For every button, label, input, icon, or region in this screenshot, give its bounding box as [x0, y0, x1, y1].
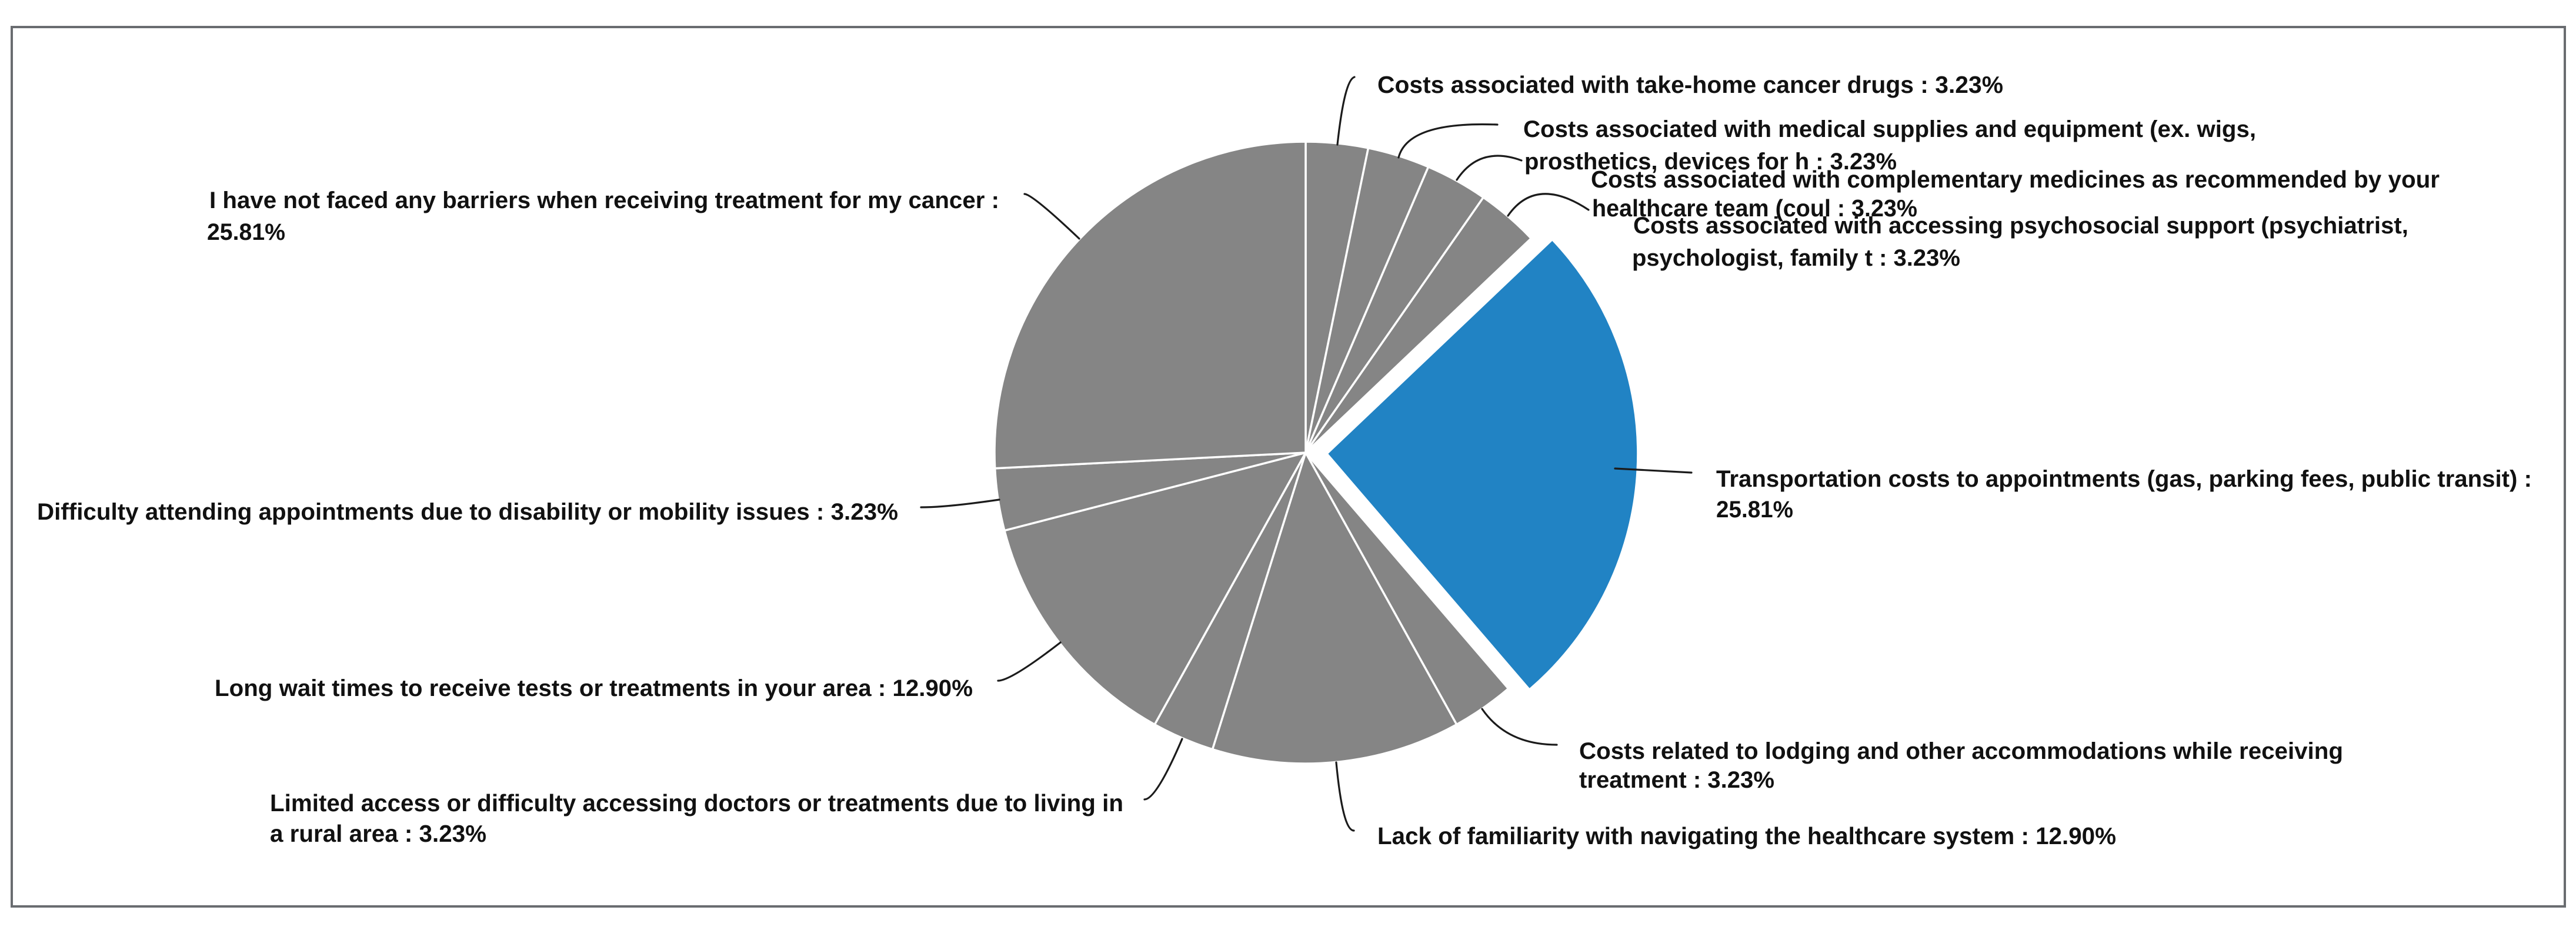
svg-text:a rural area : 3.23%: a rural area : 3.23% [270, 820, 486, 847]
svg-text:Long wait times to receive tes: Long wait times to receive tests or trea… [215, 675, 973, 701]
svg-text:Costs related to lodging and o: Costs related to lodging and other accom… [1579, 738, 2343, 764]
svg-text:I have not faced any barriers: I have not faced any barriers when recei… [209, 187, 999, 213]
svg-text:Limited access or difficulty a: Limited access or difficulty accessing d… [270, 789, 1123, 816]
svg-text:Costs associated with take-hom: Costs associated with take-home cancer d… [1377, 71, 2003, 98]
svg-text:Difficulty attending appointme: Difficulty attending appointments due to… [37, 498, 898, 525]
svg-text:Costs associated with compleme: Costs associated with complementary medi… [1591, 166, 2440, 193]
svg-text:Costs associated with medical: Costs associated with medical supplies a… [1523, 116, 2256, 142]
svg-text:psychologist, family t : 3.23%: psychologist, family t : 3.23% [1632, 245, 1960, 271]
svg-text:healthcare team (coul : 3.23%: healthcare team (coul : 3.23% [1592, 195, 1917, 222]
svg-text:treatment : 3.23%: treatment : 3.23% [1579, 767, 1774, 793]
svg-text:Transportation costs to appoin: Transportation costs to appointments (ga… [1716, 466, 2532, 492]
svg-text:Costs associated with accessin: Costs associated with accessing psychoso… [1633, 212, 2408, 239]
svg-text:prosthetics, devices for h : 3: prosthetics, devices for h : 3.23% [1524, 148, 1897, 175]
svg-text:25.81%: 25.81% [1716, 496, 1793, 523]
svg-text:25.81%: 25.81% [207, 219, 285, 245]
svg-text:Lack of familiarity with navig: Lack of familiarity with navigating the … [1377, 822, 2116, 849]
